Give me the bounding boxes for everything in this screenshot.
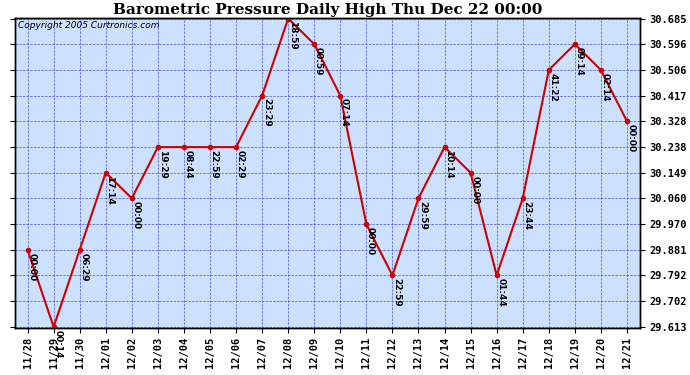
Text: 01:44: 01:44 bbox=[496, 278, 505, 307]
Text: 07:14: 07:14 bbox=[340, 98, 349, 127]
Text: 17:14: 17:14 bbox=[106, 176, 115, 204]
Text: 22:59: 22:59 bbox=[392, 278, 401, 307]
Text: 02:14: 02:14 bbox=[600, 73, 609, 101]
Text: 23:44: 23:44 bbox=[522, 201, 531, 230]
Text: 00:00: 00:00 bbox=[627, 124, 635, 152]
Text: 18:59: 18:59 bbox=[288, 21, 297, 50]
Text: 23:29: 23:29 bbox=[262, 98, 270, 127]
Text: Copyright 2005 Curtronics.com: Copyright 2005 Curtronics.com bbox=[18, 21, 159, 30]
Text: 09:14: 09:14 bbox=[575, 47, 584, 76]
Text: 29:59: 29:59 bbox=[418, 201, 427, 230]
Text: 06:29: 06:29 bbox=[79, 253, 88, 281]
Text: 00:00: 00:00 bbox=[132, 201, 141, 229]
Text: 00:00: 00:00 bbox=[366, 227, 375, 255]
Text: 22:59: 22:59 bbox=[210, 150, 219, 178]
Text: 19:29: 19:29 bbox=[157, 150, 166, 179]
Text: 41:22: 41:22 bbox=[549, 73, 558, 102]
Text: 00:14: 00:14 bbox=[53, 330, 62, 358]
Title: Barometric Pressure Daily High Thu Dec 22 00:00: Barometric Pressure Daily High Thu Dec 2… bbox=[112, 3, 542, 17]
Text: 08:44: 08:44 bbox=[184, 150, 193, 178]
Text: 00:00: 00:00 bbox=[471, 176, 480, 204]
Text: 10:14: 10:14 bbox=[444, 150, 453, 178]
Text: 00:59: 00:59 bbox=[314, 47, 323, 75]
Text: 00:00: 00:00 bbox=[27, 253, 37, 281]
Text: 02:29: 02:29 bbox=[236, 150, 245, 178]
